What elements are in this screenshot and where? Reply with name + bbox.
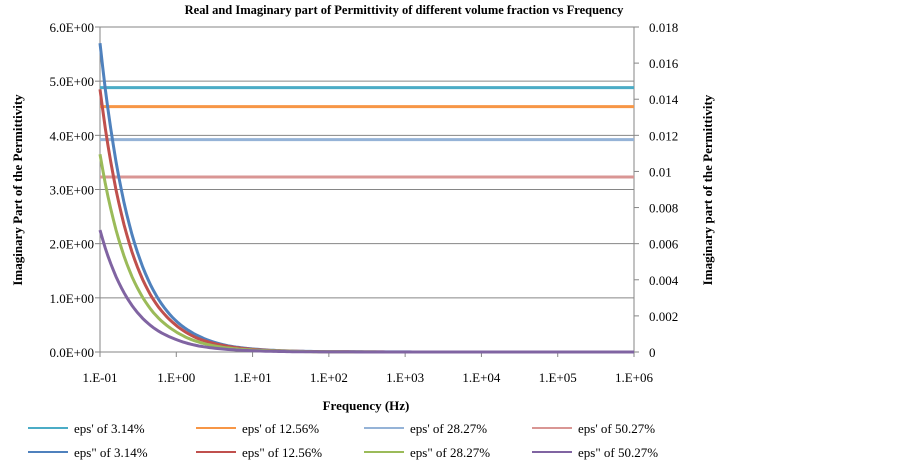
- x-tick-label: 1.E+06: [615, 370, 654, 385]
- y-tick-label: 6.0E+00: [49, 20, 94, 35]
- x-tick-label: 1.E+04: [462, 370, 501, 385]
- series-line: [98, 43, 634, 354]
- legend-label: eps' of 3.14%: [74, 421, 145, 436]
- x-tick-label: 1.E-01: [82, 370, 117, 385]
- y-tick-label: 1.0E+00: [49, 291, 94, 306]
- legend-label: eps' of 50.27%: [578, 421, 655, 436]
- x-axis-label: Frequency (Hz): [323, 398, 410, 413]
- x-tick-label: 1.E+02: [310, 370, 348, 385]
- y2-tick-label: 0.008: [649, 201, 678, 216]
- legend-label: eps" of 3.14%: [74, 445, 148, 460]
- y-tick-label: 5.0E+00: [49, 74, 94, 89]
- y2-tick-label: 0.012: [649, 128, 678, 143]
- y2-tick-label: 0.014: [649, 92, 679, 107]
- series-line: [98, 154, 634, 354]
- y-tick-label: 4.0E+00: [49, 128, 94, 143]
- legend-label: eps" of 12.56%: [242, 445, 322, 460]
- y2-tick-label: 0.006: [649, 237, 679, 252]
- y2-tick-label: 0.01: [649, 164, 672, 179]
- legend-label: eps" of 28.27%: [410, 445, 490, 460]
- x-tick-label: 1.E+00: [157, 370, 195, 385]
- y2-tick-label: 0: [649, 345, 656, 360]
- legend-label: eps" of 50.27%: [578, 445, 658, 460]
- y-tick-label: 3.0E+00: [49, 183, 94, 198]
- y2-tick-label: 0.016: [649, 56, 679, 71]
- x-tick-label: 1.E+03: [386, 370, 424, 385]
- legend-label: eps' of 28.27%: [410, 421, 487, 436]
- y2-axis-label: Imaginary part of the Permittivity: [700, 94, 715, 285]
- y2-tick-label: 0.004: [649, 273, 679, 288]
- series-line: [98, 229, 634, 354]
- x-tick-label: 1.E+05: [539, 370, 577, 385]
- y2-tick-label: 0.002: [649, 309, 678, 324]
- y2-tick-label: 0.018: [649, 20, 678, 35]
- y-axis-label: Imaginary Part of the Permittivity: [10, 94, 25, 286]
- y-tick-label: 2.0E+00: [49, 237, 94, 252]
- legend-label: eps' of 12.56%: [242, 421, 319, 436]
- series-line: [98, 89, 634, 354]
- y-tick-label: 0.0E+00: [49, 345, 94, 360]
- x-tick-label: 1.E+01: [234, 370, 272, 385]
- chart-title: Real and Imaginary part of Permittivity …: [185, 3, 624, 17]
